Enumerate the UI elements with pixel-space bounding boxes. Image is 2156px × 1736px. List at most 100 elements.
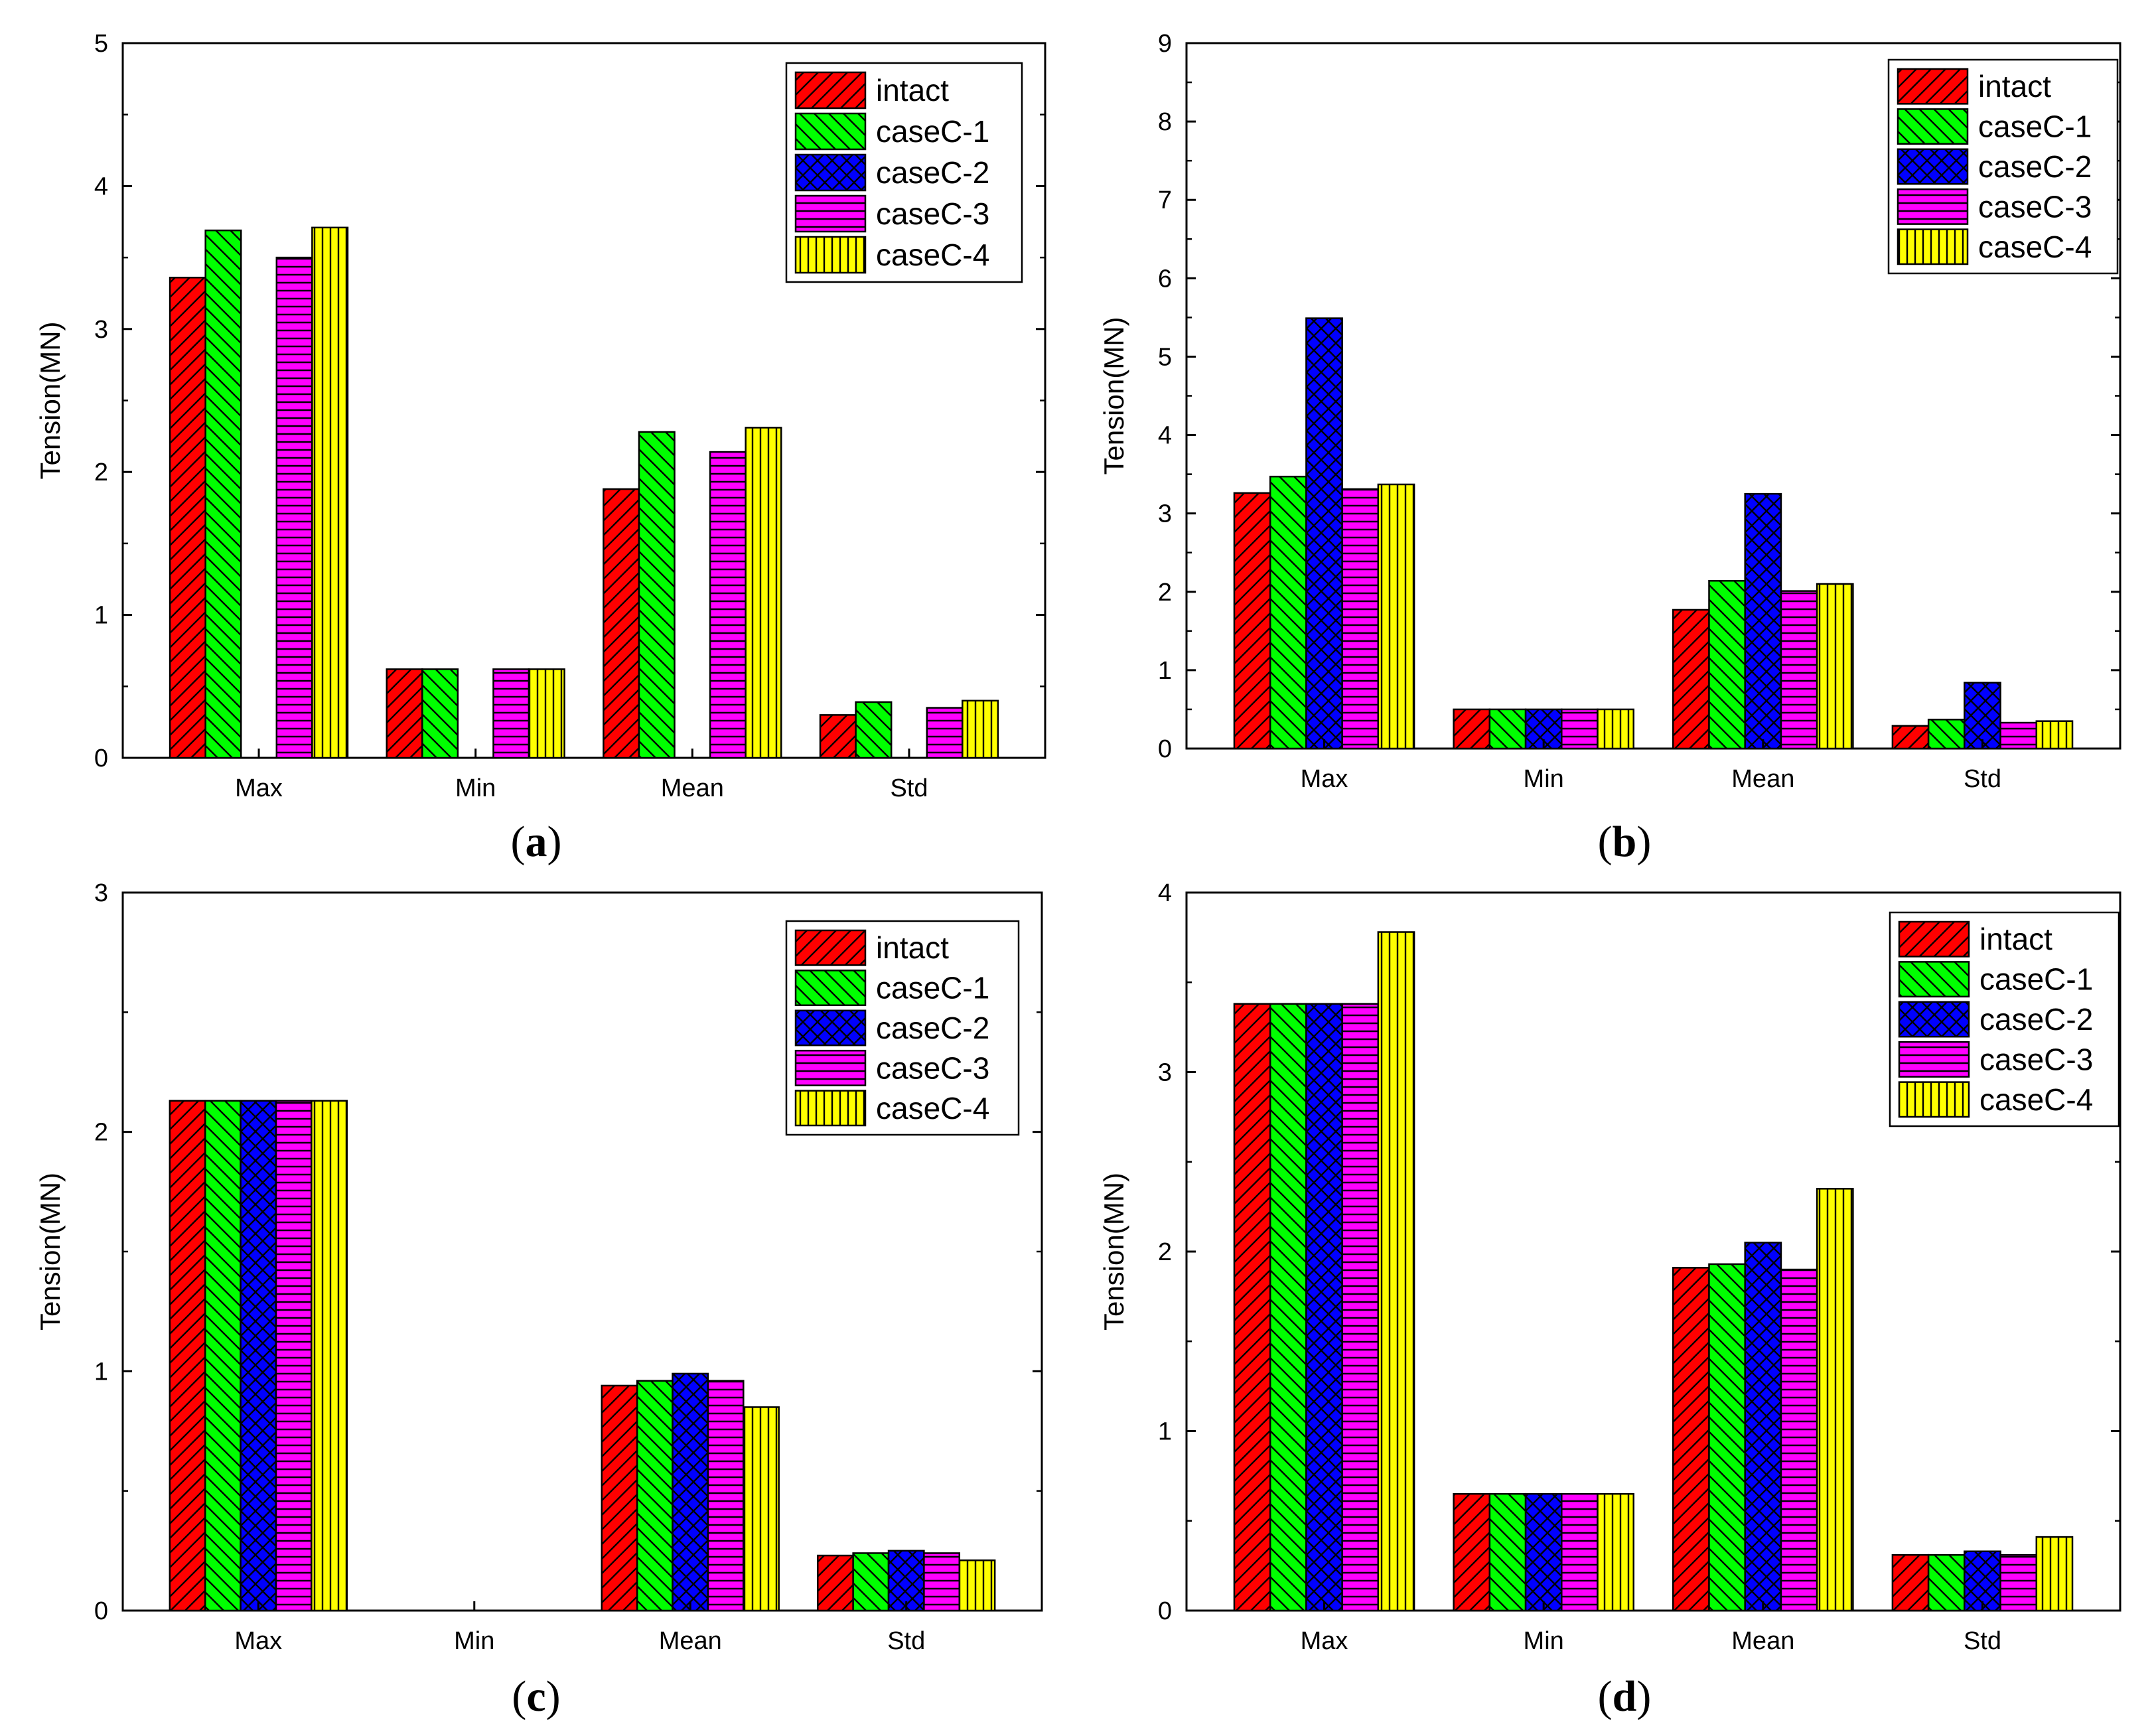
legend-swatch-caseC-2: [794, 1009, 867, 1047]
panel-label-letter: a: [526, 818, 547, 866]
panel-label-open: (: [1598, 1672, 1613, 1721]
y-tick-label: 1: [94, 1358, 108, 1386]
y-tick-label: 4: [1158, 879, 1172, 907]
legend-swatch-caseC-3: [1897, 188, 1969, 225]
legend-swatch-caseC-1: [1897, 108, 1969, 145]
y-tick-label: 0: [1158, 1597, 1172, 1625]
x-tick-label: Mean: [661, 774, 724, 802]
y-tick-label: 7: [1158, 186, 1172, 214]
x-tick-label: Min: [1524, 765, 1564, 793]
bar-caseC-3-std: [923, 1552, 961, 1612]
legend-label-caseC-1: caseC-1: [1978, 109, 2092, 144]
bar-caseC-2-max: [1305, 1003, 1343, 1612]
x-tick-label: Std: [1964, 1627, 2001, 1655]
legend-swatch-intact: [1897, 68, 1969, 105]
bar-intact-min: [1453, 1492, 1491, 1612]
y-tick-label: 1: [1158, 657, 1172, 685]
x-tick-label: Std: [887, 1627, 925, 1655]
bar-caseC-1-mean: [1708, 579, 1746, 750]
y-axis-title: Tension(MN): [1098, 317, 1129, 474]
legend-label-caseC-2: caseC-2: [876, 1011, 989, 1045]
panel-label-open: (: [1598, 818, 1613, 866]
y-axis-title: Tension(MN): [35, 321, 66, 479]
y-tick-label: 5: [94, 30, 108, 58]
panel-label-letter: d: [1613, 1672, 1637, 1721]
bar-caseC-3-min: [1561, 1492, 1599, 1612]
bar-caseC-4-min: [528, 668, 565, 759]
legend-label-caseC-1: caseC-1: [1979, 962, 2093, 997]
bar-caseC-4-max: [311, 1100, 348, 1612]
bar-intact-mean: [1672, 609, 1710, 750]
bar-caseC-3-max: [1341, 1003, 1380, 1612]
bar-caseC-2-mean: [672, 1372, 709, 1612]
legend-label-caseC-1: caseC-1: [876, 971, 989, 1005]
y-tick-label: 4: [94, 173, 108, 200]
y-tick-label: 1: [1158, 1418, 1172, 1446]
legend-label-caseC-4: caseC-4: [1978, 230, 2092, 264]
chart-panel-b: 0 1 2 3 4 5 6 7 8 9 Tension(MN) Max Min Mean Std intact…: [1098, 30, 2121, 866]
x-tick-label: Max: [235, 774, 283, 802]
legend-label-caseC-3: caseC-3: [876, 196, 989, 231]
legend-swatch-caseC-2: [1898, 1001, 1970, 1038]
bar-intact-max: [1233, 1003, 1271, 1612]
legend: intact caseC-1 caseC-2 caseC-3 caseC-4: [785, 920, 1020, 1136]
bar-intact-std: [819, 714, 857, 759]
panel-label-close: ): [1636, 1672, 1651, 1721]
bar-caseC-1-min: [421, 668, 459, 759]
bar-caseC-4-std: [2035, 1536, 2074, 1612]
legend-swatch-caseC-1: [794, 970, 867, 1007]
bar-caseC-3-mean: [1780, 1268, 1818, 1612]
x-tick-label: Mean: [659, 1627, 722, 1655]
bar-caseC-4-std: [958, 1559, 996, 1612]
legend-swatch-caseC-3: [794, 1049, 867, 1086]
legend-swatch-caseC-4: [1898, 1081, 1970, 1118]
chart-panel-d: 0 1 2 3 4 Tension(MN) Max Min Mean Std intact caseC…: [1098, 879, 2121, 1721]
legend-swatch-caseC-2: [794, 153, 867, 192]
bar-caseC-4-min: [1597, 708, 1634, 750]
bar-caseC-2-mean: [1744, 1242, 1782, 1612]
legend-swatch-intact: [794, 71, 867, 109]
bar-caseC-1-max: [204, 1100, 242, 1612]
bar-intact-mean: [1672, 1267, 1710, 1612]
bar-caseC-3-min: [492, 668, 530, 759]
y-tick-label: 4: [1158, 422, 1172, 450]
bar-caseC-4-mean: [1816, 1188, 1854, 1612]
legend-label-intact: intact: [876, 73, 949, 108]
legend-swatch-intact: [1898, 920, 1970, 958]
bar-intact-min: [1453, 708, 1491, 750]
bar-intact-mean: [603, 488, 640, 759]
bar-caseC-1-std: [1927, 719, 1966, 750]
legend-swatch-caseC-1: [1898, 961, 1970, 998]
bar-intact-max: [169, 1100, 206, 1612]
legend-label-caseC-4: caseC-4: [1979, 1082, 2093, 1117]
legend-swatch-caseC-4: [1897, 228, 1969, 265]
x-tick-label: Max: [1301, 1627, 1348, 1655]
bar-caseC-3-max: [275, 256, 313, 759]
y-tick-label: 3: [94, 879, 108, 907]
legend-label-caseC-2: caseC-2: [1978, 149, 2092, 184]
bar-caseC-2-mean: [1744, 492, 1782, 750]
bar-intact-std: [1891, 725, 1930, 750]
legend-swatch-caseC-2: [1897, 148, 1969, 185]
y-tick-label: 3: [1158, 1059, 1172, 1087]
legend-swatch-caseC-3: [1898, 1041, 1970, 1078]
legend-label-caseC-3: caseC-3: [1979, 1042, 2093, 1076]
panel-label-d: (d): [1598, 1672, 1652, 1721]
bar-caseC-4-mean: [745, 427, 782, 759]
x-tick-label: Mean: [1731, 765, 1794, 793]
y-tick-label: 2: [1158, 579, 1172, 607]
y-tick-label: 5: [1158, 343, 1172, 371]
bar-caseC-2-min: [1524, 1492, 1563, 1612]
panel-label-close: ): [546, 1672, 561, 1721]
legend-label-caseC-3: caseC-3: [1978, 189, 2092, 224]
bar-caseC-1-min: [1488, 708, 1527, 750]
bar-caseC-4-min: [1597, 1492, 1634, 1612]
panel-label-letter: b: [1613, 818, 1637, 866]
bar-caseC-1-max: [204, 229, 242, 759]
bar-caseC-3-std: [926, 707, 964, 759]
legend: intact caseC-1 caseC-2 caseC-3 caseC-4: [1889, 911, 2120, 1127]
panel-label-a: (a): [511, 818, 562, 866]
chart-panel-c: 0 1 2 3 Tension(MN) Max Min Mean Std intact caseC-…: [35, 879, 1043, 1721]
bar-caseC-4-max: [311, 226, 349, 759]
